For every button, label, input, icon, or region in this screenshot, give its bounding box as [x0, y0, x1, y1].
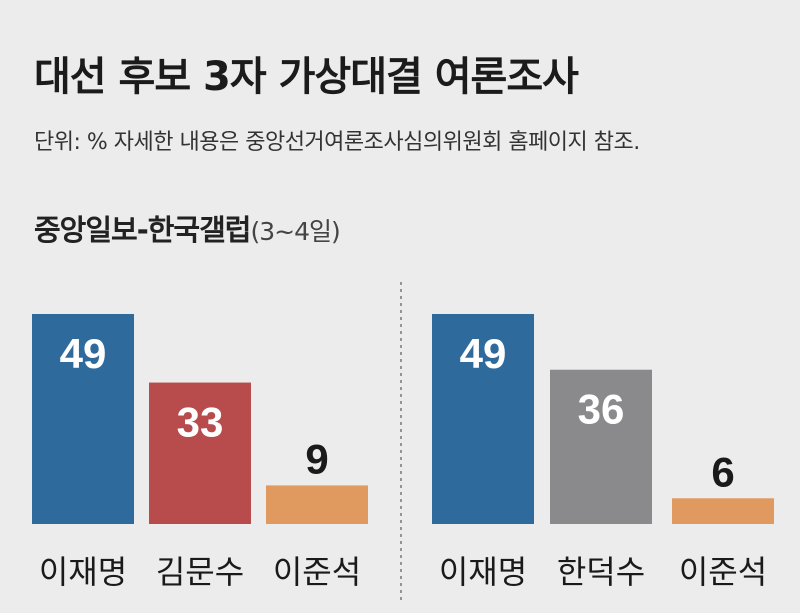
bar-2-1 — [432, 314, 534, 524]
pollster-label: 중앙일보-한국갤럽(3~4일) — [34, 207, 341, 249]
category-label-2-2: 한덕수 — [557, 553, 645, 591]
value-label-1-1: 49 — [60, 330, 107, 377]
category-label-1-3: 이준석 — [273, 553, 361, 591]
bar-1-3 — [266, 485, 368, 524]
poll-period: (3~4일) — [250, 217, 340, 246]
chart-subtitle: 단위: % 자세한 내용은 중앙선거여론조사심의위원회 홈페이지 참조. — [34, 130, 640, 155]
category-label-1-2: 김문수 — [156, 553, 244, 591]
value-label-2-3: 6 — [711, 448, 734, 495]
bar-1-1 — [32, 314, 134, 524]
bar-2-2 — [550, 369, 652, 524]
value-label-2-2: 36 — [578, 386, 625, 433]
category-label-2-1: 이재명 — [439, 553, 527, 591]
chart-title: 대선 후보 3자 가상대결 여론조사 — [34, 54, 579, 100]
bar-2-3 — [672, 498, 774, 524]
bar-1-2 — [149, 382, 251, 524]
value-label-2-1: 49 — [460, 330, 507, 377]
value-label-1-2: 33 — [177, 399, 224, 446]
value-label-1-3: 9 — [305, 435, 328, 482]
pollster-name: 중앙일보-한국갤럽 — [34, 213, 251, 247]
category-label-2-3: 이준석 — [679, 553, 767, 591]
category-label-1-1: 이재명 — [39, 553, 127, 591]
